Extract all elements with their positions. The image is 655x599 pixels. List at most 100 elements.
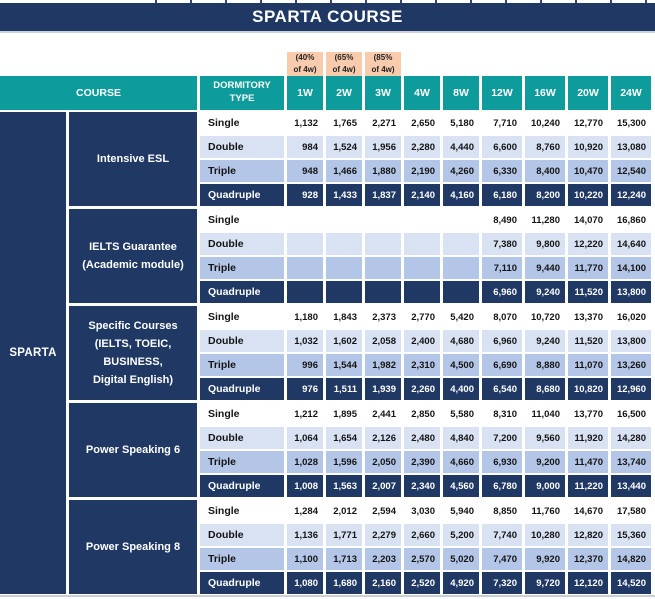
dormitory-type-cell: Triple xyxy=(200,257,284,279)
course-name-cell: Power Speaking 8 xyxy=(69,500,197,594)
sparta-group-cell: SPARTA xyxy=(0,112,66,594)
table-row: Double 7,380 9,800 12,220 14,640 xyxy=(200,233,651,255)
price-cell: 6,930 xyxy=(482,451,522,473)
table-row: Triple 7,110 9,440 11,770 14,100 xyxy=(200,257,651,279)
price-cell: 2,770 xyxy=(404,306,440,328)
dorm-rows: Single 1,284 2,012 2,594 3,030 5,940 8,850 11,7… xyxy=(200,500,651,594)
price-cell: 2,570 xyxy=(404,548,440,570)
page-title: SPARTA COURSE xyxy=(252,7,403,26)
course-name-cell: Specific Courses (IELTS, TOEIC, BUSINESS… xyxy=(69,306,197,400)
course-group: Intensive ESL Single 1,132 1,765 2,271 2,650 5… xyxy=(69,112,651,206)
table-row: Quadruple 1,008 1,563 2,007 2,340 4,560 6,780 9… xyxy=(200,475,651,497)
price-cell: 928 xyxy=(287,184,323,206)
table-row: Quadruple 928 1,433 1,837 2,140 4,160 6,180 8,2… xyxy=(200,184,651,206)
price-cell: 6,780 xyxy=(482,475,522,497)
label-spacer xyxy=(0,52,197,76)
table-row: Single 1,284 2,012 2,594 3,030 5,940 8,850 11,7… xyxy=(200,500,651,522)
price-cell: 1,132 xyxy=(287,112,323,134)
price-cell xyxy=(404,209,440,231)
price-cell: 11,520 xyxy=(568,281,608,303)
discount-badge-1w: (40% of 4w) xyxy=(287,52,323,76)
table-row: Triple 1,100 1,713 2,203 2,570 5,020 7,470 9,92… xyxy=(200,548,651,570)
price-cell: 1,680 xyxy=(326,572,362,594)
price-cell: 14,670 xyxy=(568,500,608,522)
price-cell: 6,600 xyxy=(482,136,522,158)
price-cell xyxy=(326,281,362,303)
price-cell: 1,028 xyxy=(287,451,323,473)
price-cell: 8,880 xyxy=(525,354,565,376)
price-cell: 4,160 xyxy=(443,184,479,206)
price-cell: 1,765 xyxy=(326,112,362,134)
price-cell: 984 xyxy=(287,136,323,158)
dormitory-type-cell: Triple xyxy=(200,548,284,570)
dormitory-type-cell: Single xyxy=(200,500,284,522)
price-cell xyxy=(404,281,440,303)
price-cell: 1,433 xyxy=(326,184,362,206)
price-cell: 10,920 xyxy=(568,136,608,158)
price-cell: 2,126 xyxy=(365,427,401,449)
price-cell: 13,370 xyxy=(568,306,608,328)
table-row: Double 1,064 1,654 2,126 2,480 4,840 7,200 9,56… xyxy=(200,427,651,449)
price-cell: 12,540 xyxy=(611,160,651,182)
price-cell: 4,660 xyxy=(443,451,479,473)
price-cell: 12,220 xyxy=(568,233,608,255)
price-cell: 13,440 xyxy=(611,475,651,497)
price-cell: 5,580 xyxy=(443,403,479,425)
price-cell: 1,596 xyxy=(326,451,362,473)
price-cell: 2,480 xyxy=(404,427,440,449)
dorm-rows: Single 1,180 1,843 2,373 2,770 5,420 8,070 10,7… xyxy=(200,306,651,400)
price-cell: 9,800 xyxy=(525,233,565,255)
price-cell: 11,520 xyxy=(568,330,608,352)
price-cell: 6,180 xyxy=(482,184,522,206)
discount-badge-3w: (85% of 4w) xyxy=(365,52,401,76)
price-cell xyxy=(404,233,440,255)
bottom-divider xyxy=(0,595,655,597)
price-cell: 11,920 xyxy=(568,427,608,449)
price-cell: 3,030 xyxy=(404,500,440,522)
price-cell: 16,500 xyxy=(611,403,651,425)
price-cell: 13,800 xyxy=(611,281,651,303)
col-header-16w: 16W xyxy=(525,76,565,110)
col-header-course: COURSE xyxy=(0,76,197,110)
price-cell xyxy=(443,257,479,279)
price-cell: 1,895 xyxy=(326,403,362,425)
dormitory-type-cell: Single xyxy=(200,403,284,425)
price-cell: 13,080 xyxy=(611,136,651,158)
price-cell: 2,373 xyxy=(365,306,401,328)
price-cell: 5,020 xyxy=(443,548,479,570)
price-cell: 1,212 xyxy=(287,403,323,425)
price-cell: 8,070 xyxy=(482,306,522,328)
table-row: Double 1,136 1,771 2,279 2,660 5,200 7,740 10,2… xyxy=(200,524,651,546)
price-cell: 2,340 xyxy=(404,475,440,497)
price-cell: 7,110 xyxy=(482,257,522,279)
price-cell xyxy=(287,257,323,279)
price-cell: 7,710 xyxy=(482,112,522,134)
course-name-cell: Power Speaking 6 xyxy=(69,403,197,497)
course-name-cell: IELTS Guarantee (Academic module) xyxy=(69,209,197,303)
price-cell: 1,008 xyxy=(287,475,323,497)
price-cell: 4,680 xyxy=(443,330,479,352)
dorm-rows: Single 1,132 1,765 2,271 2,650 5,180 7,710 10,2… xyxy=(200,112,651,206)
price-cell: 948 xyxy=(287,160,323,182)
price-cell: 8,680 xyxy=(525,378,565,400)
price-cell: 5,420 xyxy=(443,306,479,328)
dormitory-type-cell: Double xyxy=(200,427,284,449)
price-cell: 1,544 xyxy=(326,354,362,376)
price-cell: 2,279 xyxy=(365,524,401,546)
price-cell: 8,400 xyxy=(525,160,565,182)
table-row: Quadruple 1,080 1,680 2,160 2,520 4,920 7,320 9… xyxy=(200,572,651,594)
price-cell: 1,843 xyxy=(326,306,362,328)
price-cell: 7,200 xyxy=(482,427,522,449)
price-cell: 7,320 xyxy=(482,572,522,594)
price-cell: 1,880 xyxy=(365,160,401,182)
price-cell: 11,070 xyxy=(568,354,608,376)
price-cell: 10,820 xyxy=(568,378,608,400)
price-cell: 14,820 xyxy=(611,548,651,570)
dormitory-type-cell: Quadruple xyxy=(200,184,284,206)
dormitory-type-cell: Quadruple xyxy=(200,475,284,497)
price-cell: 5,200 xyxy=(443,524,479,546)
price-cell: 11,040 xyxy=(525,403,565,425)
price-cell: 13,800 xyxy=(611,330,651,352)
price-cell: 2,271 xyxy=(365,112,401,134)
price-cell: 11,470 xyxy=(568,451,608,473)
